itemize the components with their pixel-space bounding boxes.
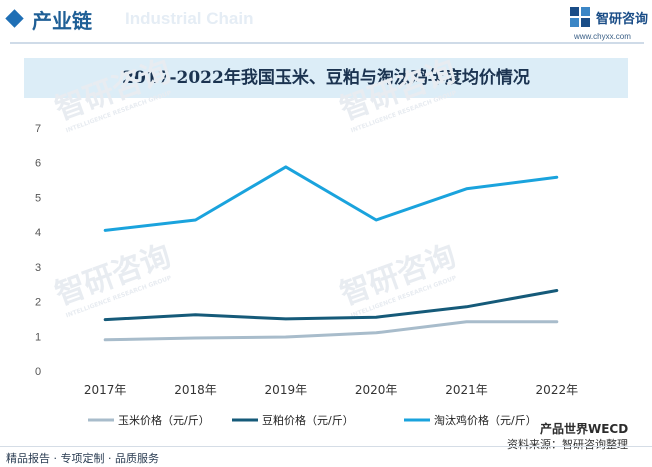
data-point [555, 289, 559, 292]
y-tick-label: 5 [35, 192, 41, 204]
data-point [374, 331, 378, 335]
legend-label: 豆粕价格（元/斤） [262, 413, 354, 427]
chart-title-box: 2017-2022年我国玉米、豆粕与淘汰鸡年度均价情况 [24, 58, 628, 98]
section-ghost-title: Industrial Chain [125, 9, 254, 28]
wechat-label: 产品世界WECD [540, 422, 629, 436]
data-point [194, 313, 197, 316]
data-point [284, 165, 288, 169]
y-tick-label: 6 [35, 158, 41, 170]
data-point [194, 336, 197, 340]
data-point [194, 218, 197, 222]
series-line-1 [103, 320, 559, 342]
y-axis: 0 1 2 3 4 5 6 7 [35, 123, 41, 378]
data-point [374, 218, 378, 222]
footer-tagline: 精品报告 · 专项定制 · 品质服务 [6, 452, 159, 465]
legend-label: 玉米价格（元/斤） [118, 413, 210, 427]
x-tick-label: 2020年 [355, 383, 398, 397]
y-tick-label: 0 [35, 366, 41, 378]
series-lines [103, 165, 559, 342]
chart-title: 2017-2022年我国玉米、豆粕与淘汰鸡年度均价情况 [122, 68, 530, 88]
y-tick-label: 2 [35, 297, 41, 309]
data-point [374, 315, 378, 319]
x-tick-label: 2017年 [84, 383, 127, 397]
brand-url: www.chyxx.com [574, 32, 631, 41]
x-tick-label: 2019年 [265, 383, 308, 397]
x-tick-label: 2018年 [174, 383, 217, 397]
y-tick-label: 4 [35, 227, 41, 239]
y-tick-label: 3 [35, 262, 41, 274]
data-point [465, 320, 468, 323]
data-point [103, 229, 107, 232]
data-point [555, 176, 559, 179]
data-point [465, 187, 468, 190]
legend-label: 淘汰鸡价格（元/斤） [434, 413, 537, 427]
y-tick-label: 1 [35, 331, 41, 343]
x-tick-label: 2022年 [536, 383, 579, 397]
data-point [103, 318, 107, 321]
series-line-3 [103, 165, 559, 232]
x-tick-label: 2021年 [445, 383, 488, 397]
header-band: 产业链 Industrial Chain 智研咨询 www.chyxx.com [0, 0, 652, 41]
data-point [465, 305, 468, 308]
legend: 玉米价格（元/斤） 豆粕价格（元/斤） 淘汰鸡价格（元/斤） [88, 413, 537, 427]
data-point [103, 338, 107, 341]
section-title: 产业链 [32, 9, 92, 33]
x-axis: 2017年 2018年 2019年 2020年 2021年 2022年 [84, 383, 578, 397]
series-line-2 [103, 289, 559, 322]
data-point [284, 335, 288, 339]
brand-logo-icon [570, 7, 590, 27]
brand-name: 智研咨询 [596, 12, 649, 27]
data-point [555, 320, 559, 323]
footer-divider [0, 446, 652, 447]
header-divider [10, 42, 644, 44]
data-point [284, 317, 288, 321]
source-note: 资料来源：智研咨询整理 [507, 438, 628, 451]
y-tick-label: 7 [35, 123, 41, 135]
